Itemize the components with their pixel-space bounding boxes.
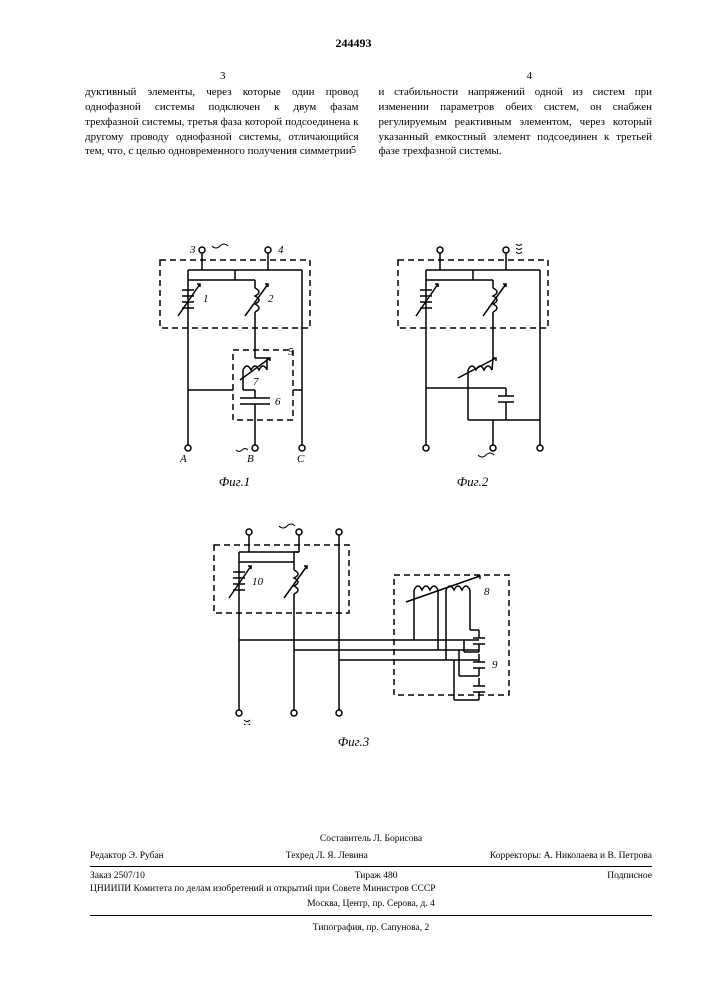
footer: Составитель Л. Борисова Редактор Э. Руба…: [90, 833, 652, 935]
page-number-right: 4: [527, 70, 533, 82]
svg-text:7: 7: [253, 376, 259, 388]
fig2-label: Фиг.2: [378, 474, 568, 490]
fig1-svg: 3 4 1: [140, 240, 330, 465]
fig1-label: Фиг.1: [140, 474, 330, 490]
svg-text:8: 8: [484, 586, 490, 598]
column-left: дуктивный элементы, через которые один п…: [85, 85, 359, 159]
fig2-svg: [378, 240, 568, 465]
svg-text:6: 6: [275, 396, 281, 408]
figure-2: Фиг.2: [378, 240, 568, 490]
footer-correctors: Корректоры: А. Николаева и В. Петрова: [490, 850, 652, 863]
column-right: и стабильности напряжений одной из систе…: [379, 85, 653, 159]
patent-number: 244493: [0, 36, 707, 51]
footer-tirage: Тираж 480: [355, 870, 398, 883]
footer-subscription: Подписное: [607, 870, 652, 883]
fig3-label: Фиг.3: [184, 734, 524, 750]
svg-text:9: 9: [492, 659, 498, 671]
figures-row-1: 3 4 1: [140, 240, 568, 490]
footer-compiler: Составитель Л. Борисова: [90, 833, 652, 846]
svg-text:10: 10: [252, 576, 264, 588]
figure-1: 3 4 1: [140, 240, 330, 490]
svg-text:3: 3: [189, 244, 196, 256]
fig3-svg: 10 8: [184, 520, 524, 725]
line-marker: 5: [351, 145, 356, 156]
page-number-left: 3: [220, 70, 226, 82]
svg-text:В: В: [247, 453, 254, 465]
footer-editor: Редактор Э. Рубан: [90, 850, 164, 863]
figure-3: 10 8: [184, 520, 524, 750]
svg-text:4: 4: [278, 244, 284, 256]
footer-divider-1: [90, 866, 652, 867]
footer-typography: Типография, пр. Сапунова, 2: [90, 922, 652, 935]
svg-text:5: 5: [288, 346, 294, 358]
footer-org: ЦНИИПИ Комитета по делам изобретений и о…: [90, 883, 652, 896]
figures-area: 3 4 1: [0, 240, 707, 750]
text-columns: дуктивный элементы, через которые один п…: [85, 85, 652, 159]
svg-text:1: 1: [203, 293, 209, 305]
footer-order: Заказ 2507/10: [90, 870, 145, 883]
footer-divider-2: [90, 915, 652, 916]
svg-text:2: 2: [268, 293, 274, 305]
footer-techred: Техред Л. Я. Левина: [286, 850, 368, 863]
footer-address: Москва, Центр, пр. Серова, д. 4: [90, 898, 652, 911]
svg-text:С: С: [297, 453, 305, 465]
svg-text:А: А: [179, 453, 187, 465]
